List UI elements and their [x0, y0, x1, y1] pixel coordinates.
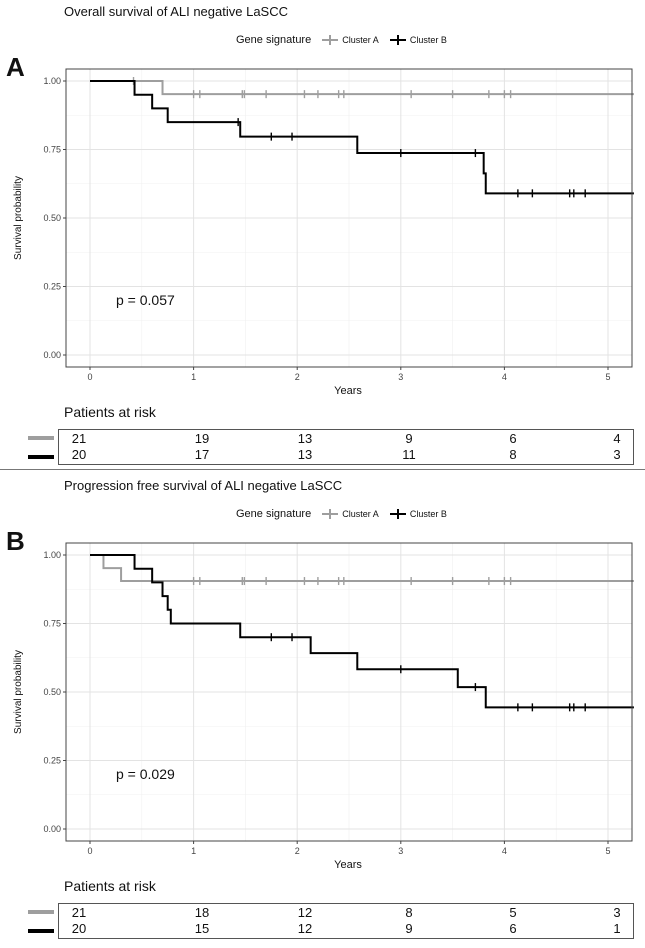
x-tick-label: 2: [295, 372, 300, 382]
p-value-annotation: p = 0.057: [116, 292, 175, 308]
risk-cell: 13: [297, 447, 313, 462]
y-axis-label: Survival probability: [13, 650, 24, 734]
survival-curve-cluster-b: [90, 80, 634, 195]
risk-cell: 12: [297, 921, 313, 936]
x-tick-label: 5: [605, 846, 610, 856]
risk-cell: 3: [613, 447, 621, 462]
panel-label: A: [6, 52, 25, 82]
legend-swatch-cluster-a: [322, 509, 339, 520]
y-tick-label: 1.00: [43, 550, 61, 560]
risk-cell: 9: [405, 921, 413, 936]
risk-cell: 15: [194, 921, 210, 936]
panel-label: B: [6, 526, 25, 556]
legend: Gene signature Cluster A Cluster B: [236, 34, 447, 46]
risk-table: 21 18 12 8 5 3 20 15 12 9 6 1: [58, 903, 634, 939]
risk-cell: 18: [194, 905, 210, 920]
legend-swatch-cluster-b: [389, 509, 406, 520]
y-tick-label: 1.00: [43, 76, 61, 86]
chart-title: Overall survival of ALI negative LaSCC: [64, 4, 288, 19]
km-plot: 0.00 0.25 0.50 0.75 1.00 0 1 2 3 4 5 Years Survival …: [13, 542, 634, 871]
legend-item-cluster-b: Cluster B: [409, 35, 447, 45]
km-panel-b: Progression free survival of ALI negativ…: [0, 474, 645, 948]
risk-cell: 1: [613, 921, 621, 936]
y-tick-label: 0.00: [43, 824, 61, 834]
y-tick-label: 0.75: [43, 145, 61, 155]
p-value-annotation: p = 0.029: [116, 766, 175, 782]
legend-title: Gene signature: [236, 508, 312, 520]
y-tick-label: 0.75: [43, 619, 61, 629]
risk-cell: 9: [405, 431, 413, 446]
survival-curve-cluster-b: [90, 554, 634, 709]
risk-cell: 3: [613, 905, 621, 920]
panel-divider: [0, 469, 645, 470]
legend-item-cluster-a: Cluster A: [342, 509, 379, 519]
x-tick-label: 0: [87, 372, 92, 382]
legend-title: Gene signature: [236, 34, 312, 46]
y-axis-label: Survival probability: [13, 176, 24, 260]
risk-cell: 8: [405, 905, 413, 920]
y-tick-label: 0.50: [43, 687, 61, 697]
x-tick-label: 2: [295, 846, 300, 856]
y-tick-label: 0.50: [43, 213, 61, 223]
risk-cell: 20: [71, 921, 87, 936]
km-plot: 0.00 0.25 0.50 0.75 1.00 0 1 2 3 4 5 Years Survival …: [13, 68, 634, 397]
y-tick-label: 0.25: [43, 282, 61, 292]
legend-swatch-cluster-a: [322, 35, 339, 46]
x-tick-label: 5: [605, 372, 610, 382]
x-tick-label: 4: [502, 372, 507, 382]
risk-cell: 13: [297, 431, 313, 446]
risk-cell: 21: [71, 431, 87, 446]
chart-title: Progression free survival of ALI negativ…: [64, 478, 343, 493]
risk-cell: 5: [509, 905, 517, 920]
y-tick-label: 0.25: [43, 756, 61, 766]
risk-table-title: Patients at risk: [64, 878, 156, 894]
risk-cell: 8: [509, 447, 517, 462]
legend-item-cluster-b: Cluster B: [409, 509, 447, 519]
x-tick-label: 1: [191, 846, 196, 856]
risk-row-swatch-cluster-a: [28, 910, 54, 914]
risk-cell: 11: [402, 447, 416, 462]
x-axis-label: Years: [334, 385, 362, 397]
x-tick-label: 1: [191, 372, 196, 382]
x-tick-label: 3: [398, 846, 403, 856]
legend: Gene signature Cluster A Cluster B: [236, 508, 447, 520]
risk-table-title: Patients at risk: [64, 404, 156, 420]
x-tick-label: 0: [87, 846, 92, 856]
y-tick-label: 0.00: [43, 350, 61, 360]
risk-row-swatch-cluster-b: [28, 455, 54, 459]
risk-cell: 17: [194, 447, 210, 462]
risk-cell: 6: [509, 921, 517, 936]
km-panel-a: Overall survival of ALI negative LaSCC A…: [0, 4, 645, 470]
legend-item-cluster-a: Cluster A: [342, 35, 379, 45]
risk-table: 21 19 13 9 6 4 20 17 13 11 8 3: [58, 429, 634, 465]
risk-cell: 12: [297, 905, 313, 920]
risk-cell: 21: [71, 905, 87, 920]
x-tick-label: 4: [502, 846, 507, 856]
x-axis-label: Years: [334, 859, 362, 871]
risk-cell: 20: [71, 447, 87, 462]
risk-row-swatch-cluster-b: [28, 929, 54, 933]
risk-row-swatch-cluster-a: [28, 436, 54, 440]
risk-cell: 4: [613, 431, 621, 446]
x-tick-label: 3: [398, 372, 403, 382]
legend-swatch-cluster-b: [389, 35, 406, 46]
risk-cell: 6: [509, 431, 517, 446]
risk-cell: 19: [194, 431, 210, 446]
